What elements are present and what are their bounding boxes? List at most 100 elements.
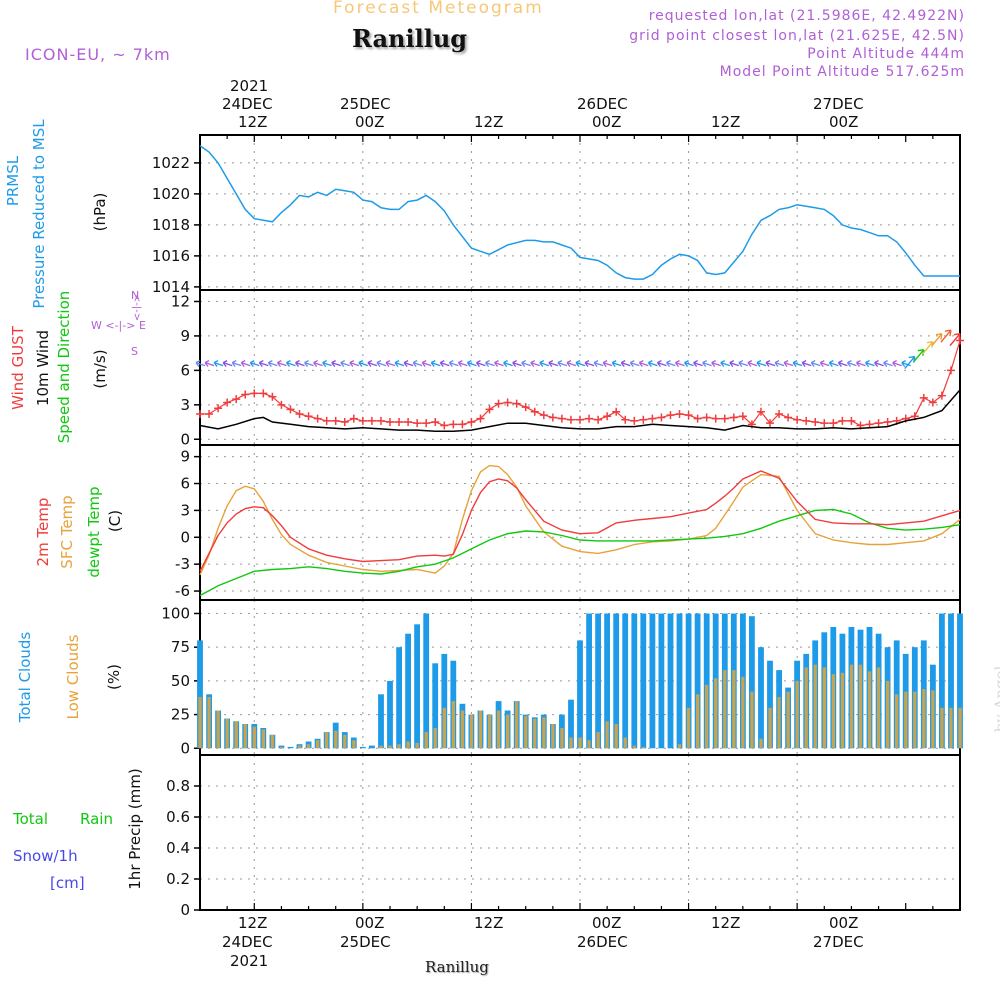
wind-gust-marker [340, 418, 349, 427]
low-cloud-bar [614, 724, 618, 749]
low-cloud-bar [469, 714, 474, 749]
bottom-year-label: 2021 [230, 952, 269, 970]
low-cloud-bar [270, 734, 275, 749]
model-point-altitude: Model Point Altitude 517.625m [719, 64, 965, 80]
wind-direction-arrow [457, 360, 468, 368]
wind-ytick-label: 12 [171, 292, 190, 310]
wind-direction-arrow [557, 360, 568, 368]
wind-direction-arrow [647, 360, 658, 368]
wind-direction-arrow [940, 329, 952, 343]
top-date-26dec: 26DEC [577, 95, 628, 113]
footer-location: Ranillug [425, 958, 489, 976]
wind-direction-arrow [913, 349, 925, 363]
low-cloud-bar [542, 717, 546, 749]
wind-direction-arrow [828, 360, 839, 368]
wind-gust-marker [675, 410, 684, 418]
wind-direction-arrow [922, 340, 934, 355]
low-cloud-bar [261, 729, 265, 749]
wind-gust-marker [404, 418, 413, 427]
bottom-hour-27dec-00z: 00Z [829, 914, 859, 932]
low-cloud-bar [478, 710, 483, 749]
wind-gust-marker [802, 416, 811, 425]
total-cloud-bar [676, 613, 683, 749]
low-cloud-bar [533, 718, 537, 749]
pressure-ytick-label: 1022 [152, 154, 190, 172]
grid-coords: grid point closest lon,lat (21.625E, 42.… [629, 28, 965, 44]
wind-direction-arrow [575, 360, 586, 368]
total-cloud-bar [378, 694, 384, 749]
temperature-ytick-label: 3 [180, 501, 190, 519]
low-cloud-bar [216, 710, 220, 749]
low-cloud-bar [677, 744, 682, 749]
low-cloud-bar [714, 678, 718, 749]
low-cloud-bar [867, 671, 872, 749]
total-cloud-bar [694, 613, 701, 749]
wind-gust-marker [286, 405, 295, 414]
low-cloud-bar [379, 745, 383, 749]
wind-gust-marker [395, 418, 404, 427]
low-cloud-bar [279, 746, 284, 749]
wind-direction-arrow [656, 360, 667, 368]
wind-direction-arrow [846, 360, 857, 368]
bottom-date-26dec: 26DEC [577, 933, 628, 951]
wind-gust-marker [250, 389, 259, 398]
wind-direction-arrow [340, 360, 350, 368]
low-cloud-bar [397, 744, 401, 749]
low-cloud-bar [433, 728, 437, 749]
low-cloud-bar [225, 718, 229, 749]
low-cloud-bar [243, 724, 247, 749]
total-cloud-bar [640, 613, 647, 749]
wind-direction-arrow [738, 360, 749, 368]
wind-gust-marker [657, 413, 666, 422]
wind-gust-marker [277, 400, 286, 409]
total-cloud-bar [287, 746, 294, 749]
wind-direction-arrow [439, 360, 450, 368]
bottom-hour-26dec-00z: 00Z [592, 914, 622, 932]
wind-direction-arrow [512, 360, 522, 368]
low-cloud-bar [460, 710, 465, 749]
wind-direction-arrow [684, 360, 694, 368]
wind-direction-arrow [566, 360, 577, 368]
wind-direction-arrow [783, 360, 794, 368]
bottom-hour-25dec-12z: 12Z [474, 914, 504, 932]
wind-gust-marker [557, 414, 566, 423]
wind-direction-arrow [313, 360, 323, 368]
wind-gust-marker [548, 413, 557, 422]
low-cloud-bar [958, 707, 962, 749]
precip-label-cm: [cm] [50, 874, 85, 892]
total-cloud-bar [441, 653, 448, 749]
pressure-ytick-label: 1020 [152, 185, 190, 203]
top-hour-26dec-12z: 12Z [711, 113, 741, 131]
requested-coords: requested lon,lat (21.5986E, 42.4922N) [648, 8, 965, 24]
total-cloud-bar [197, 640, 203, 749]
wind-gust-marker [585, 414, 594, 423]
wind-gust-marker [196, 410, 204, 418]
sfc-temp-line [199, 464, 961, 576]
low-cloud-bar [424, 732, 428, 749]
wind-gust-marker [756, 407, 765, 416]
wind-gust-marker [476, 414, 485, 423]
total-cloud-bar [396, 647, 402, 749]
wind-direction-arrow [331, 360, 341, 368]
wind-direction-arrow [702, 360, 712, 368]
wind-direction-arrow [466, 360, 477, 368]
wind-gust-marker [205, 410, 214, 418]
low-cloud-bar [795, 680, 799, 749]
wind-gust-marker [241, 390, 250, 399]
wind-gust-marker [503, 398, 512, 407]
wind-direction-arrow [629, 360, 640, 368]
low-cloud-bar [777, 697, 781, 749]
wind-direction-arrow [276, 360, 287, 368]
wind-gust-marker [214, 404, 223, 413]
total-cloud-bar [360, 746, 366, 749]
wind-direction-arrow [448, 360, 459, 368]
wind-direction-arrow [222, 360, 233, 368]
low-cloud-bar [768, 707, 772, 749]
temperature-ytick-label: 6 [180, 475, 190, 493]
wind-direction-arrow [267, 360, 278, 368]
low-cloud-bar [705, 684, 709, 749]
low-cloud-bar [886, 680, 890, 749]
wind-direction-arrow [412, 360, 423, 368]
low-cloud-bar [858, 664, 863, 749]
chart-header-top: Forecast Meteogram [333, 0, 544, 18]
